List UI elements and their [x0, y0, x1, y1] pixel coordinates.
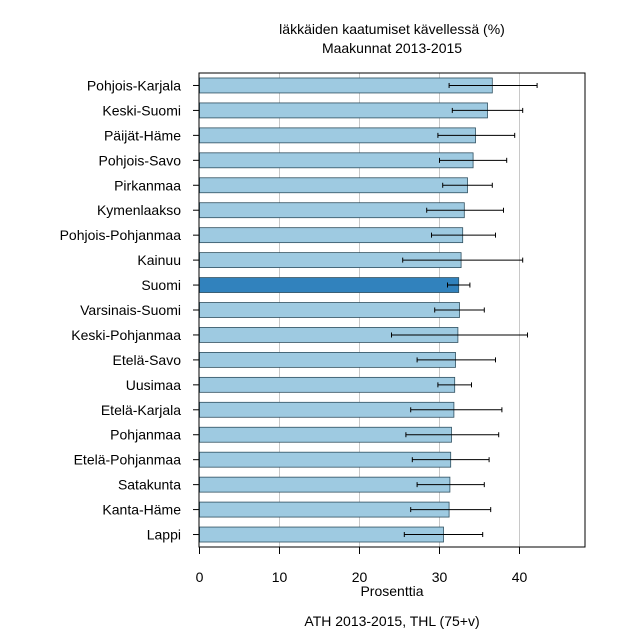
category-label: Keski-Suomi	[102, 102, 181, 118]
x-tick-label: 10	[272, 569, 288, 585]
x-tick-label: 40	[512, 569, 528, 585]
category-label: Pohjois-Savo	[99, 152, 182, 168]
bar	[199, 127, 476, 144]
category-label: Pohjois-Karjala	[87, 77, 181, 93]
x-axis-label: Prosenttia	[360, 583, 423, 599]
bar	[199, 376, 456, 393]
category-label: Pohjois-Pohjanmaa	[60, 227, 182, 243]
x-tick-label: 0	[196, 569, 204, 585]
category-label: Pirkanmaa	[114, 177, 181, 193]
bar	[199, 202, 465, 219]
chart-footer: ATH 2013-2015, THL (75+v)	[304, 613, 479, 629]
bar	[199, 77, 493, 94]
bar	[199, 302, 460, 318]
category-label: Keski-Pohjanmaa	[71, 327, 181, 343]
category-label: Lappi	[147, 527, 181, 543]
x-tick-label: 30	[432, 569, 448, 585]
category-label: Etelä-Karjala	[101, 402, 181, 418]
category-label: Varsinais-Suomi	[80, 302, 181, 318]
category-label: Päijät-Häme	[104, 127, 181, 143]
bar	[199, 102, 488, 119]
chart-subtitle: Maakunnat 2013-2015	[322, 40, 462, 56]
category-label: Kymenlaakso	[97, 202, 181, 218]
x-tick-labels: 0 10 20 30 40	[196, 547, 528, 585]
error-bars	[391, 82, 538, 538]
bar	[199, 277, 460, 293]
bar	[199, 476, 451, 493]
category-label: Etelä-Pohjanmaa	[74, 452, 182, 468]
category-label: Kainuu	[137, 252, 181, 268]
category-label: Kanta-Häme	[102, 502, 181, 518]
bar	[199, 177, 468, 194]
category-label: Suomi	[141, 277, 181, 293]
bar	[199, 152, 474, 169]
category-label: Etelä-Savo	[113, 352, 182, 368]
category-label: Uusimaa	[126, 377, 181, 393]
x-tick-label: 20	[352, 569, 368, 585]
chart-title: läkkäiden kaatumiset kävellessä (%)	[279, 21, 505, 37]
bar	[199, 227, 464, 244]
category-label: Pohjanmaa	[110, 427, 181, 443]
bars	[199, 77, 493, 543]
category-labels: Pohjois-Karjala Keski-Suomi Päijät-Häme Poh…	[60, 77, 199, 543]
category-label: Satakunta	[118, 477, 181, 493]
